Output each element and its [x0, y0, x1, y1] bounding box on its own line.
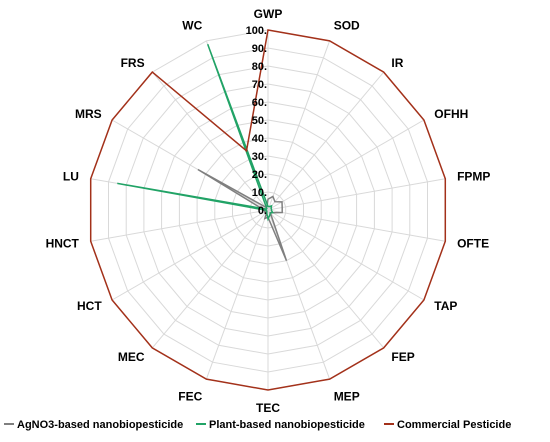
grid-spoke [90, 209, 269, 242]
grid-spoke [267, 71, 385, 211]
axis-label-layer: GWP SOD IR OFHH FPMP OFTE TAP FEP MEP TEC FEC MEC HC… [46, 7, 491, 415]
axis-label-ofhh: OFHH [434, 107, 468, 121]
tick-label: 70. [252, 79, 267, 91]
tick-label: 90. [252, 43, 267, 55]
tick-layer: 0. 10. 20. 30. 40. 50. 60. 70. 80. 90. 100. [246, 25, 267, 217]
legend-label: Plant-based nanobiopesticide [209, 419, 365, 431]
axis-label-sod: SOD [334, 19, 360, 33]
axis-label-mec: MEC [118, 350, 145, 364]
grid-spoke [267, 209, 425, 301]
axis-label-gwp: GWP [254, 7, 283, 21]
legend-label: AgNO3-based nanobiopesticide [17, 419, 183, 431]
grid-spoke [151, 71, 269, 211]
grid-spoke [151, 209, 269, 349]
series-layer [89, 29, 447, 391]
legend-label: Commercial Pesticide [397, 419, 511, 431]
tick-label: 10. [252, 187, 267, 199]
tick-label: 50. [252, 115, 267, 127]
tick-label: 60. [252, 97, 267, 109]
tick-label: 20. [252, 169, 267, 181]
axis-label-mep: MEP [334, 389, 360, 403]
tick-label: 0. [258, 205, 267, 217]
axis-label-lu: LU [63, 170, 79, 184]
axis-label-tec: TEC [256, 401, 280, 415]
axis-label-ir: IR [391, 56, 403, 70]
legend: AgNO3-based nanobiopesticide Plant-based … [4, 419, 511, 431]
axis-label-tap: TAP [434, 299, 457, 313]
axis-label-hct: HCT [77, 299, 102, 313]
axis-label-hnct: HNCT [46, 236, 80, 250]
tick-label: 80. [252, 61, 267, 73]
tick-label: 40. [252, 133, 267, 145]
axis-label-frs: FRS [121, 56, 145, 70]
grid-spoke [267, 40, 331, 211]
grid-spoke [111, 209, 269, 301]
axis-label-fep: FEP [391, 350, 414, 364]
grid-spoke [111, 119, 269, 211]
series-line-0 [197, 168, 288, 261]
axis-label-mrs: MRS [75, 107, 102, 121]
grid-spoke [267, 209, 446, 242]
axis-label-ofte: OFTE [457, 236, 489, 250]
grid-spoke [267, 178, 446, 211]
grid-spoke [267, 119, 425, 211]
tick-label: 30. [252, 151, 267, 163]
series-line-2 [89, 29, 447, 391]
tick-label: 100. [246, 25, 267, 37]
grid-spoke [267, 209, 385, 349]
axis-label-wc: WC [182, 19, 202, 33]
axis-label-fpmp: FPMP [457, 170, 490, 184]
grid-layer [90, 29, 446, 391]
series-line-1 [117, 43, 274, 222]
axis-label-fec: FEC [178, 389, 202, 403]
grid-spoke [205, 209, 269, 380]
